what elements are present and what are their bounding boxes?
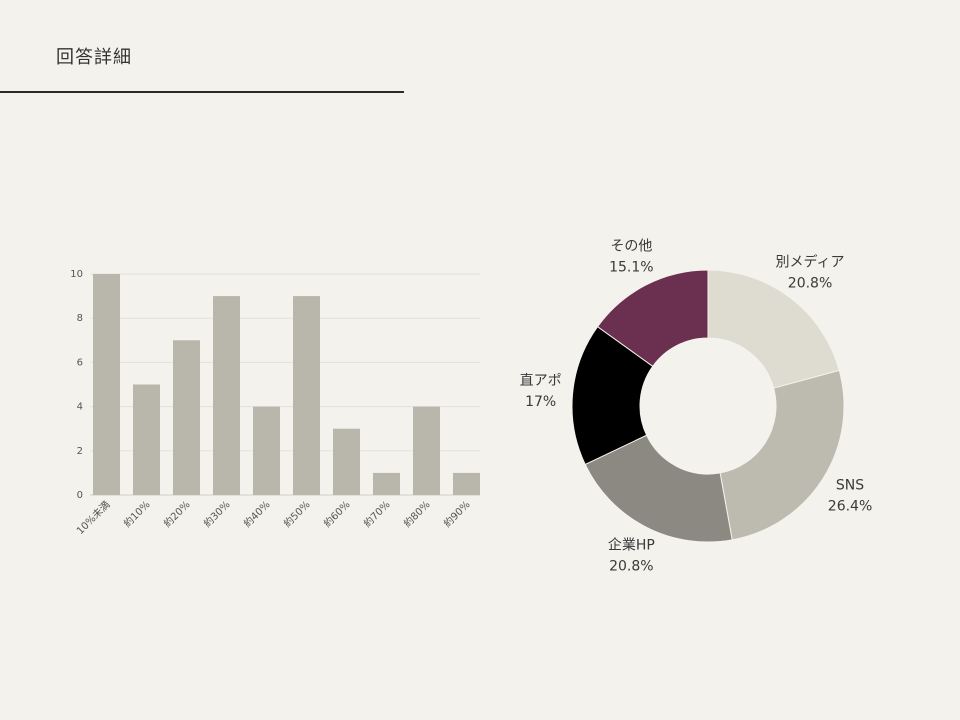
bar-9 <box>413 406 440 495</box>
donut-slice-2 <box>719 369 845 541</box>
bar-3 <box>173 340 200 495</box>
donut-slice-5 <box>596 269 709 368</box>
donut-slice-1 <box>707 269 840 389</box>
donut-label-1: 別メディア 20.8% <box>776 254 845 292</box>
slice-name-label: 企業HP <box>608 536 655 553</box>
x-tick-label: 10%未満 <box>74 499 112 537</box>
slice-name-label: 直アポ <box>520 372 562 389</box>
donut-label-2: SNS 26.4% <box>828 478 872 515</box>
x-tick-label: 約50% <box>281 498 313 530</box>
x-tick-label: 約70% <box>361 498 393 530</box>
bar-1 <box>93 274 120 495</box>
bar-7 <box>333 428 360 495</box>
slice-percent-label: 20.8% <box>788 276 832 292</box>
title-underline <box>0 91 404 93</box>
y-tick-label: 10 <box>70 269 83 280</box>
donut-label-3: 企業HP 20.8% <box>608 536 655 574</box>
y-tick-label: 4 <box>77 402 83 413</box>
y-tick-label: 6 <box>77 357 83 368</box>
x-tick-label: 約10% <box>121 498 153 530</box>
donut-label-5: その他 15.1% <box>609 239 653 276</box>
slice-percent-label: 20.8% <box>609 558 653 574</box>
y-tick-label: 0 <box>77 490 83 501</box>
slice-percent-label: 26.4% <box>828 499 872 515</box>
slice-percent-label: 17% <box>525 394 556 410</box>
x-tick-label: 約20% <box>161 498 193 530</box>
donut-slice-3 <box>584 434 733 543</box>
bar-8 <box>373 472 400 495</box>
slice-name-label: その他 <box>610 239 652 255</box>
slice-name-label: 別メディア <box>776 254 845 271</box>
donut-chart: 別メディア 20.8% SNS 26.4% 企業HP 20.8% 直アポ 17% その他 15.1… <box>520 239 873 575</box>
bar-6 <box>293 296 320 495</box>
bar-5 <box>253 406 280 495</box>
y-tick-label: 2 <box>77 446 83 457</box>
donut-label-4: 直アポ 17% <box>520 372 562 410</box>
bar-chart: 0 2 4 6 8 10 10%未満 約10% 約20% 約30% 約40% 約50% 約60% 約70%… <box>70 269 480 537</box>
y-tick-label: 8 <box>77 313 83 324</box>
slice-percent-label: 15.1% <box>609 260 653 276</box>
x-tick-label: 約30% <box>201 498 233 530</box>
x-tick-label: 約90% <box>441 498 473 530</box>
x-tick-label: 約80% <box>401 498 433 530</box>
bar-4 <box>213 296 240 495</box>
slice-name-label: SNS <box>836 478 864 494</box>
x-tick-label: 約60% <box>321 498 353 530</box>
bar-2 <box>133 384 160 495</box>
x-tick-label: 約40% <box>241 498 273 530</box>
bar-10 <box>453 472 480 495</box>
page-title: 回答詳細 <box>56 47 132 68</box>
